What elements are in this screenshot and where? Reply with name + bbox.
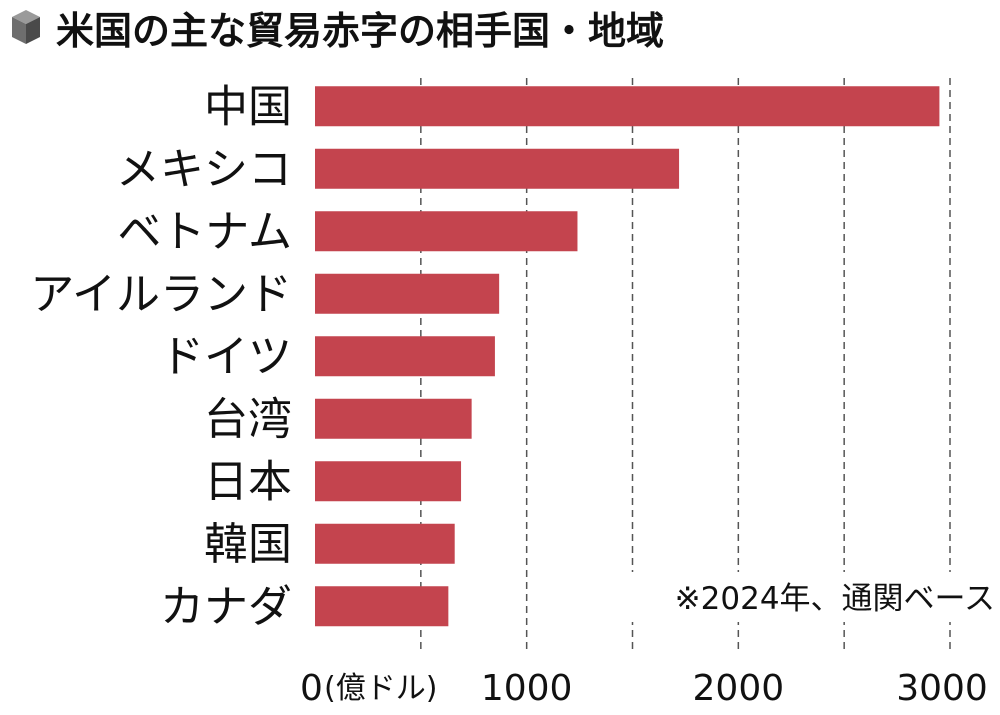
bar-6: [315, 461, 462, 502]
chart-note: ※2024年、通関ベース: [675, 581, 995, 617]
category-label-4: ドイツ: [160, 331, 292, 382]
bar-1: [315, 148, 680, 189]
cube-icon: [12, 10, 40, 44]
category-label-0: 中国: [204, 81, 292, 132]
category-label-5: 台湾: [204, 394, 292, 445]
category-label-6: 日本: [204, 456, 292, 507]
bar-2: [315, 211, 578, 252]
x-axis-ticks: 0 1000 2000 3000 (億ドル): [300, 668, 988, 709]
x-tick-label-3000: 3000: [896, 668, 988, 709]
bar-7: [315, 523, 455, 564]
bar-5: [315, 398, 472, 439]
category-label-3: アイルランド: [30, 269, 292, 320]
cube-icon-left: [12, 17, 26, 44]
cube-icon-right: [26, 17, 40, 44]
x-tick-label-2000: 2000: [693, 668, 785, 709]
category-label-2: ベトナム: [117, 206, 292, 257]
x-tick-label-1000: 1000: [481, 668, 573, 709]
category-label-8: カナダ: [160, 581, 292, 632]
category-label-1: メキシコ: [116, 144, 292, 195]
bar-8: [315, 586, 449, 627]
bar-0: [315, 86, 940, 127]
bars: [315, 86, 940, 627]
chart-title: 米国の主な貿易赤字の相手国・地域: [56, 9, 664, 53]
note-background: [535, 572, 997, 622]
category-label-7: 韓国: [204, 519, 292, 570]
bar-4: [315, 336, 495, 377]
x-unit-label: (億ドル): [324, 671, 437, 706]
bar-3: [315, 273, 500, 314]
x-tick-label-0: 0: [300, 668, 323, 709]
